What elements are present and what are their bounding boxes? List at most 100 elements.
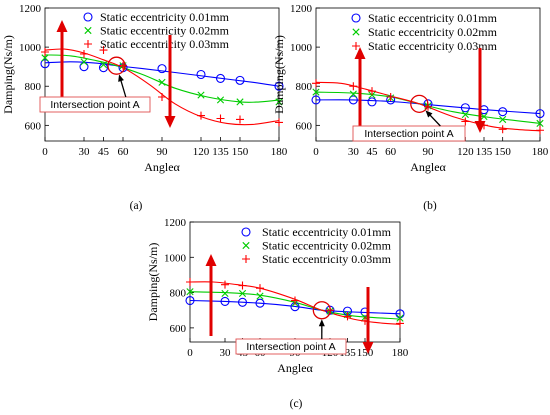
panel-label: (c) [290,398,303,410]
x-tick-label: 0 [313,146,319,158]
legend-marker-circle [83,12,93,22]
x-tick-label: 60 [118,146,130,158]
data-point-circle [535,109,545,119]
data-point-plus [536,126,544,135]
trend-arrow-head [354,47,366,59]
legend-marker-circle [351,13,361,23]
y-tick-label: 1200 [164,217,187,229]
y-tick-label: 1200 [19,3,42,15]
fit-curve-series-1 [189,299,401,315]
data-point-x [236,98,244,106]
data-point-x [186,288,194,296]
data-point-x [499,115,507,124]
data-point-x [197,91,205,99]
x-tick-label: 120 [457,146,474,158]
legend-label-series-1: Static eccentricity 0.01mm [262,225,392,239]
x-tick-label: 180 [532,146,549,158]
trend-arrow-head [362,342,374,354]
data-point-plus [99,46,108,55]
data-point-plus [80,49,88,58]
x-axis-title: Angleα [277,361,313,375]
x-tick-label: 30 [348,146,360,158]
data-point-plus [291,296,299,305]
x-tick-label: 60 [385,146,397,158]
legend-marker-plus [352,42,360,50]
data-point-x [41,54,49,62]
legend-label-series-2: Static eccentricity 0.02mm [262,239,392,253]
annotation-label: Intersection point A [50,99,139,111]
x-axis-title: Angleα [410,160,446,174]
data-point-plus [386,92,395,101]
legend-marker-x [242,241,250,250]
y-tick-label: 600 [296,120,313,132]
x-tick-label: 0 [42,146,48,158]
data-point-plus [343,312,352,321]
legend-label-series-3: Static eccentricity 0.03mm [100,37,230,51]
x-tick-label: 0 [187,347,193,359]
intersection-marker-circle [410,94,429,113]
x-tick-label: 180 [392,347,409,359]
data-point-x [480,112,488,121]
data-point-plus [41,48,49,57]
data-point-x [256,292,264,300]
fit-curve-series-3 [315,81,541,132]
fit-curve-series-3 [44,48,280,126]
data-point-circle [220,296,230,306]
y-tick-label: 1000 [164,252,187,264]
intersection-marker-circle [107,56,126,75]
x-tick-label: 45 [98,146,110,158]
data-point-circle [255,298,265,308]
legend-label-series-3: Static eccentricity 0.03mm [262,252,392,266]
data-point-circle [498,107,508,117]
chart-panel-a: 600 800 1000 1200 0 30 45 60 90 120 135 150 180 Angle… [1,3,288,212]
annotation-label: Intersection point A [364,128,453,140]
data-point-x [221,289,229,298]
data-point-plus [186,278,194,286]
y-axis-title: Damping(Ns/m) [1,35,15,114]
trend-arrow-head [164,116,176,128]
data-point-plus [498,125,507,134]
legend-marker-plus [242,255,250,263]
annotation-box [235,338,347,355]
annotation-box [352,125,466,142]
annotation-label: Intersection point A [246,341,335,353]
legend-label-series-1: Static eccentricity 0.01mm [368,11,498,25]
x-tick-label: 90 [157,146,169,158]
y-axis-title: Damping(Ns/m) [272,35,286,114]
x-tick-label: 90 [423,146,435,158]
data-point-plus [312,79,320,88]
x-tick-label: 180 [271,146,288,158]
data-point-plus [119,61,127,70]
x-tick-label: 120 [193,146,210,158]
data-point-circle [157,64,167,74]
data-point-circle [40,59,50,69]
legend-label-series-1: Static eccentricity 0.01mm [100,10,230,24]
chart-panel-b: 600 800 1000 1200 0 30 45 60 90 120 135 150 180 Angle… [272,3,549,212]
data-point-x [99,61,108,69]
y-tick-label: 800 [296,81,313,93]
data-point-circle [98,63,109,73]
legend-label-series-2: Static eccentricity 0.02mm [100,24,230,38]
data-point-plus [158,92,166,101]
fit-curve-series-2 [44,54,280,103]
intersection-marker-circle [312,301,331,320]
data-point-circle [311,95,321,105]
y-tick-label: 600 [170,323,187,335]
data-point-x [536,119,544,127]
data-point-plus [256,284,264,293]
trend-arrow-head [205,254,217,266]
legend-marker-circle [241,227,251,237]
data-point-plus [396,319,404,328]
data-point-circle [79,62,89,72]
data-point-plus [221,280,229,289]
data-point-circle [185,295,195,306]
data-point-plus [368,87,376,96]
annotation-pointer-head [425,110,433,118]
data-point-circle [215,73,226,83]
x-tick-label: 150 [357,347,374,359]
data-point-x [312,88,320,96]
data-point-x [275,98,283,106]
data-point-x [158,78,166,86]
annotation-pointer-head [318,319,325,327]
data-point-plus [349,82,358,91]
